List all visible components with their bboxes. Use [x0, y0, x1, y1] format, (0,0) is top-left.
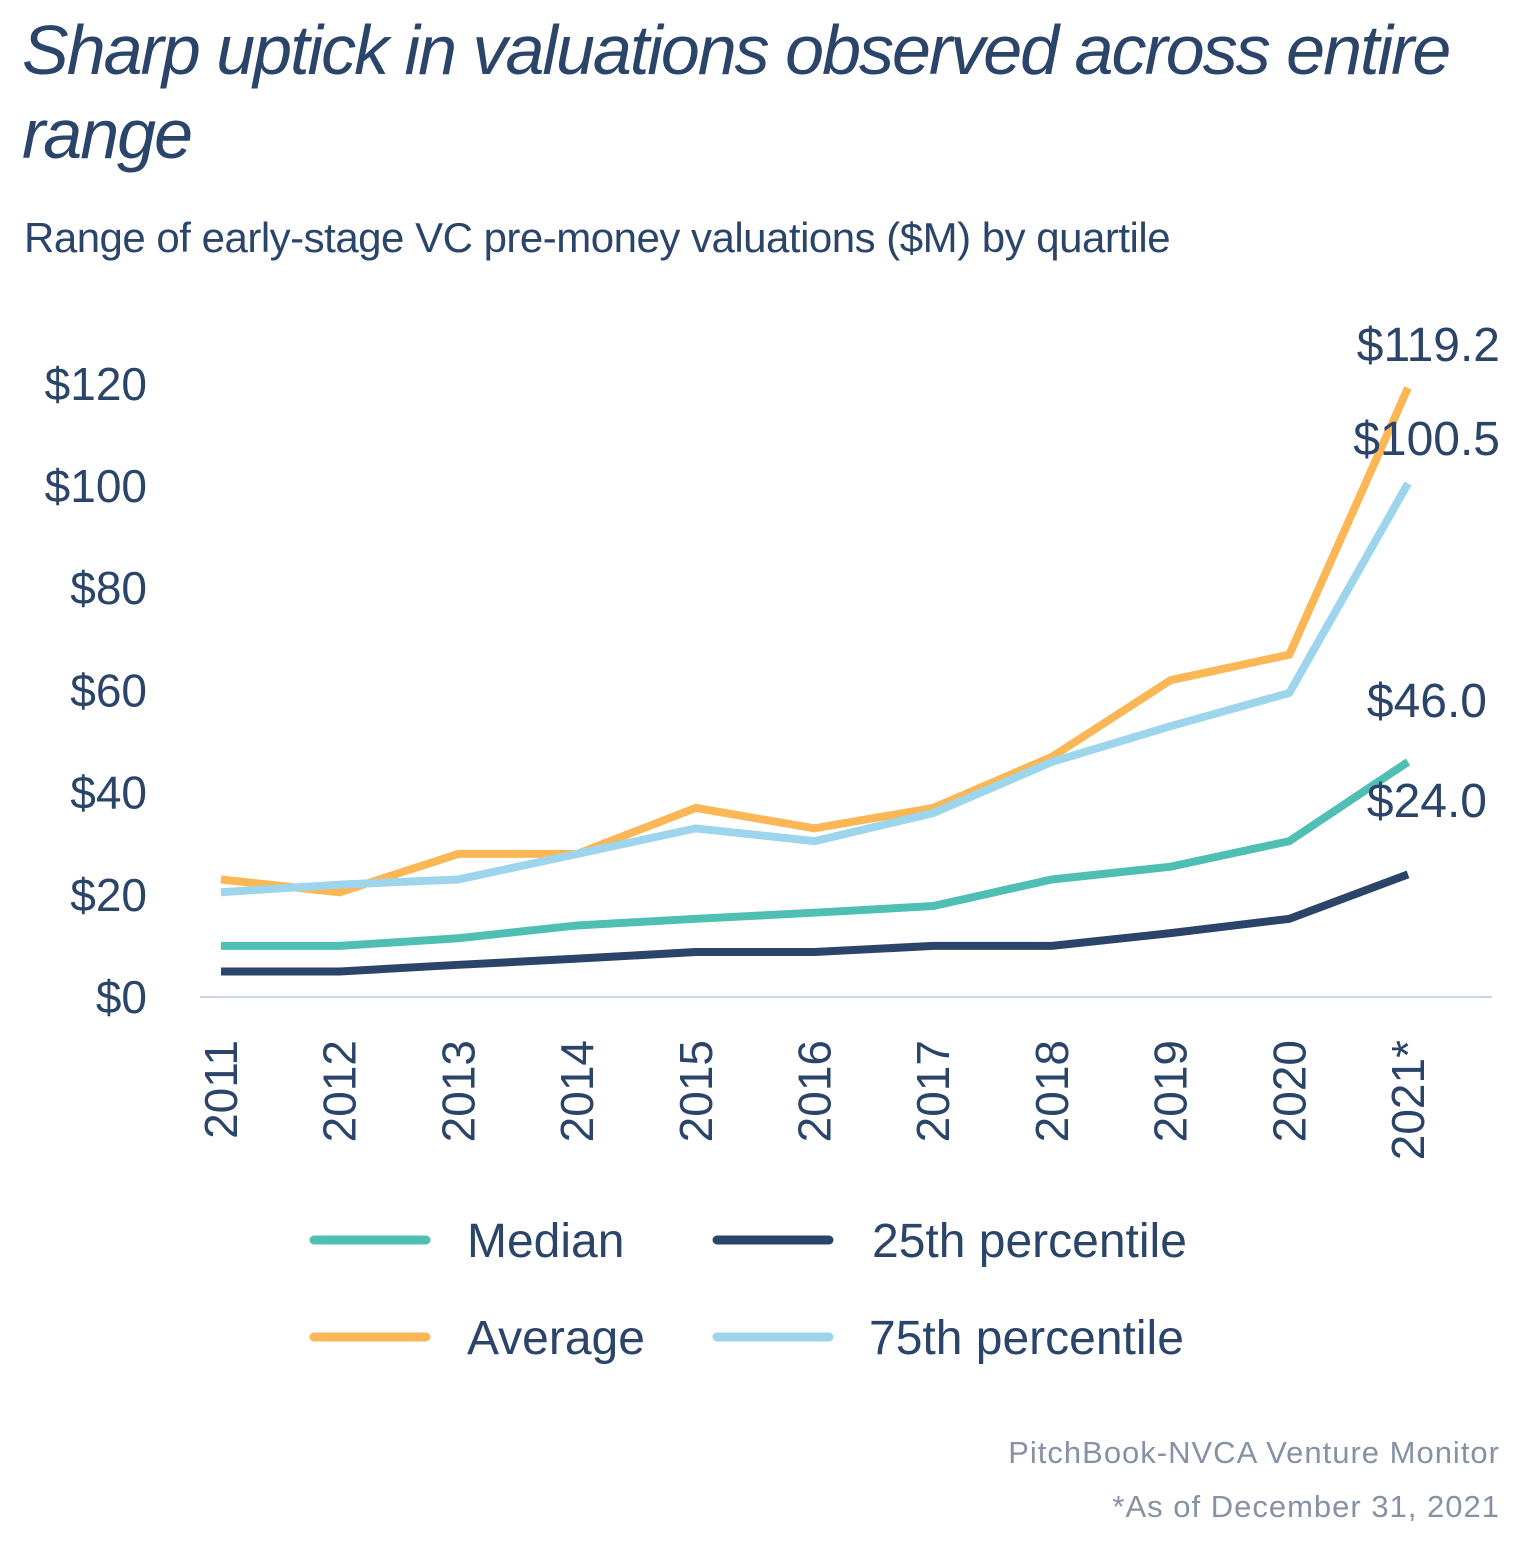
chart-title: Sharp uptick in valuations observed acro… — [22, 11, 1451, 173]
x-tick-label: 2019 — [1145, 1040, 1197, 1142]
x-tick-label: 2020 — [1263, 1040, 1315, 1142]
series-line-75th-percentile — [220, 481, 1412, 897]
series-line-average — [220, 386, 1412, 897]
y-tick-label: $40 — [70, 767, 147, 819]
footnote-text: *As of December 31, 2021 — [1112, 1489, 1500, 1524]
end-value-label: $46.0 — [1367, 675, 1487, 728]
series-lines — [220, 386, 1412, 976]
y-tick-label: $0 — [96, 971, 147, 1023]
y-tick-label: $20 — [70, 869, 147, 921]
source-note: PitchBook-NVCA Venture Monitor *As of De… — [1008, 1426, 1500, 1534]
chart-subtitle: Range of early-stage VC pre-money valuat… — [24, 214, 1171, 261]
line-chart: $0$20$40$60$80$100$120 2011 2012 2013 2014 2… — [45, 319, 1500, 1365]
x-tick-label: 2015 — [670, 1040, 722, 1142]
y-axis-ticks: $0 $20 $40 $60 $80 $100 $120 — [45, 358, 147, 1023]
y-tick-label: $120 — [45, 358, 147, 410]
x-tick-label: 2014 — [551, 1040, 603, 1142]
series-line-median — [221, 758, 1411, 950]
source-text: PitchBook-NVCA Venture Monitor — [1008, 1435, 1500, 1470]
x-axis-ticks: 2011 2012 2013 2014 2015 2016 2017 2018 2019 2020… — [195, 1040, 1434, 1160]
x-tick-label: 2013 — [432, 1040, 484, 1142]
x-tick-label: 2011 — [195, 1040, 247, 1139]
end-labels: $46.0 $24.0 $119.2 $100.5 — [1353, 319, 1500, 828]
series-line-25th-percentile — [221, 870, 1410, 976]
y-tick-label: $100 — [45, 460, 147, 512]
legend-label: Average — [467, 1312, 645, 1365]
legend-label: 75th percentile — [869, 1312, 1184, 1365]
legend-label: 25th percentile — [872, 1215, 1187, 1268]
x-tick-label: 2017 — [907, 1040, 959, 1142]
legend: Median 25th percentile Average 75th percent… — [309, 1215, 1187, 1365]
y-tick-label: $60 — [70, 664, 147, 716]
y-tick-label: $80 — [70, 562, 147, 614]
x-tick-label: 2021* — [1382, 1040, 1434, 1160]
x-tick-label: 2016 — [789, 1040, 841, 1142]
x-tick-label: 2012 — [314, 1040, 366, 1142]
end-value-label: $100.5 — [1353, 413, 1500, 466]
x-tick-label: 2018 — [1026, 1040, 1078, 1142]
legend-label: Median — [467, 1215, 624, 1268]
end-value-label: $24.0 — [1367, 775, 1487, 828]
end-value-label: $119.2 — [1357, 319, 1500, 372]
